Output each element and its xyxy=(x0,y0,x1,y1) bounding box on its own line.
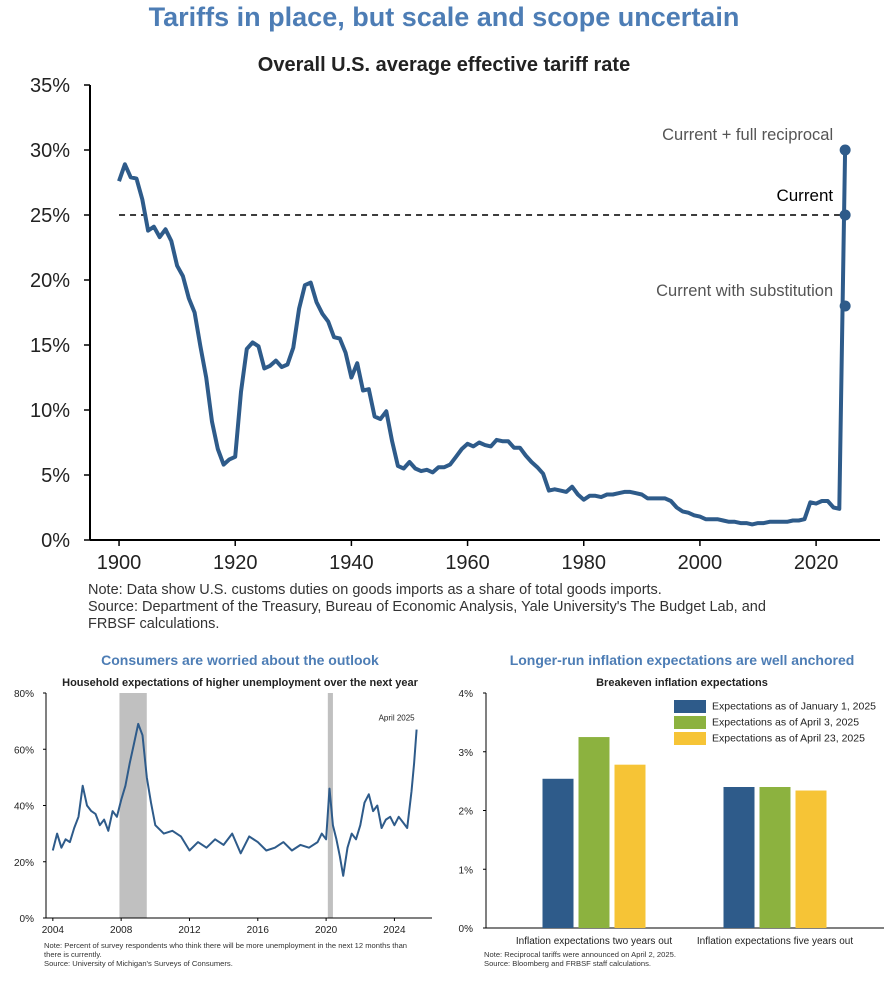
y-tick-label: 4% xyxy=(459,689,474,700)
x-tick-label: 1920 xyxy=(213,552,258,574)
tariff-rate-chart: 0%5%10%15%20%25%30%35% 1900 1920 1940 1960 1… xyxy=(30,75,880,574)
tariff-rate-line xyxy=(117,149,848,527)
y-tick-label: 15% xyxy=(30,335,70,357)
y-axis-ticks: 0% 5% 10% 15% 20% 25% 30% 35% xyxy=(30,75,90,552)
bar xyxy=(542,778,574,928)
left-panel-title: Consumers are worried about the outlook xyxy=(101,652,379,668)
y-tick-label: 25% xyxy=(30,205,70,227)
y-tick-label: 10% xyxy=(30,400,70,422)
chart-note: Note: Data show U.S. customs duties on g… xyxy=(88,582,888,633)
bar-chart-legend: Expectations as of January 1, 2025 Expec… xyxy=(674,700,884,750)
legend-item-jan: Expectations as of January 1, 2025 xyxy=(674,700,876,714)
y-tick-label: 35% xyxy=(30,75,70,97)
annotation-point xyxy=(839,209,851,221)
right-panel-title: Longer-run inflation expectations are we… xyxy=(509,652,855,668)
y-axis-ticks: 0% 20% 40% 60% 80% xyxy=(14,689,46,925)
x-tick-label: 1980 xyxy=(562,552,607,574)
bar xyxy=(614,764,646,928)
annotation-label: Current with substitution xyxy=(656,282,833,300)
bar xyxy=(578,737,610,928)
left-note-line-3: Source: University of Michigan's Surveys… xyxy=(44,959,233,968)
x-tick-label: 1940 xyxy=(329,552,374,574)
x-tick-label: 1900 xyxy=(97,552,142,574)
x-axis-ticks: 1900 1920 1940 1960 1980 2000 2020 xyxy=(97,540,839,574)
unemployment-expectations-line xyxy=(51,722,418,877)
right-chart-title: Breakeven inflation expectations xyxy=(596,677,768,689)
bar xyxy=(723,787,755,928)
category-label: Inflation expectations two years out xyxy=(516,936,672,947)
y-tick-label: 80% xyxy=(14,689,34,700)
left-note-line-2: there is currently. xyxy=(44,950,102,959)
bar xyxy=(759,787,791,928)
x-tick-label: 2024 xyxy=(383,925,406,936)
right-note-line-1: Note: Reciprocal tariffs were announced … xyxy=(484,950,676,959)
bar-y-axis-ticks: 0% 1% 2% 3% 4% xyxy=(459,689,486,935)
annotation-label: Current + full reciprocal xyxy=(662,126,833,144)
note-line-2: Source: Department of the Treasury, Bure… xyxy=(88,599,766,615)
right-note-line-2: Source: Bloomberg and FRBSF staff calcul… xyxy=(484,959,652,968)
legend-swatch-blue xyxy=(674,700,706,713)
bar xyxy=(795,790,827,928)
annotation-point xyxy=(839,144,851,156)
right-panel-note: Note: Reciprocal tariffs were announced … xyxy=(484,950,884,968)
axes xyxy=(89,85,880,541)
recession-band xyxy=(119,693,147,918)
category-label: Inflation expectations five years out xyxy=(697,936,853,947)
main-chart-title: Overall U.S. average effective tariff ra… xyxy=(257,54,631,76)
y-tick-label: 20% xyxy=(14,858,34,869)
x-tick-label: 2020 xyxy=(794,552,839,574)
series xyxy=(117,149,848,527)
x-tick-label: 2012 xyxy=(178,925,201,936)
annotation-point xyxy=(839,300,851,312)
y-tick-label: 3% xyxy=(459,748,474,759)
y-tick-label: 0% xyxy=(459,924,474,935)
y-tick-label: 5% xyxy=(41,465,70,487)
note-line-1: Note: Data show U.S. customs duties on g… xyxy=(88,582,662,598)
x-tick-label: 1960 xyxy=(445,552,490,574)
y-tick-label: 0% xyxy=(20,914,35,925)
y-tick-label: 2% xyxy=(459,807,474,818)
bar-category-labels: Inflation expectations two years out Infl… xyxy=(516,936,853,947)
annotation-label: April 2025 xyxy=(379,714,416,723)
x-axis-ticks: 2004 2008 2012 2016 2020 2024 xyxy=(42,918,406,936)
bars xyxy=(542,737,827,928)
y-tick-label: 20% xyxy=(30,270,70,292)
legend-swatch-yellow xyxy=(674,732,706,745)
legend-label: Expectations as of April 3, 2025 xyxy=(712,716,860,729)
y-tick-label: 30% xyxy=(30,140,70,162)
x-tick-label: 2016 xyxy=(247,925,270,936)
y-tick-label: 0% xyxy=(41,530,70,552)
x-tick-label: 2000 xyxy=(678,552,723,574)
x-tick-label: 2008 xyxy=(110,925,133,936)
legend-label: Expectations as of April 23, 2025 xyxy=(712,732,865,745)
note-line-3: FRBSF calculations. xyxy=(88,616,220,632)
legend-item-apr23: Expectations as of April 23, 2025 xyxy=(674,732,865,746)
legend-label: Expectations as of January 1, 2025 xyxy=(712,700,877,713)
y-tick-label: 60% xyxy=(14,745,34,756)
annotations: April 2025 xyxy=(379,714,416,723)
axes xyxy=(45,693,432,919)
legend-swatch-green xyxy=(674,716,706,729)
x-tick-label: 2004 xyxy=(42,925,65,936)
annotations: Current + full reciprocal Current Current … xyxy=(656,126,851,312)
legend-item-apr3: Expectations as of April 3, 2025 xyxy=(674,716,859,730)
left-panel-note: Note: Percent of survey respondents who … xyxy=(44,941,464,968)
left-chart-title: Household expectations of higher unemplo… xyxy=(62,677,418,689)
series xyxy=(51,722,418,877)
x-tick-label: 2020 xyxy=(315,925,338,936)
y-tick-label: 40% xyxy=(14,802,34,813)
page-title: Tariffs in place, but scale and scope un… xyxy=(148,2,740,32)
left-note-line-1: Note: Percent of survey respondents who … xyxy=(44,941,408,950)
y-tick-label: 1% xyxy=(459,865,474,876)
annotation-label: Current xyxy=(776,186,833,205)
